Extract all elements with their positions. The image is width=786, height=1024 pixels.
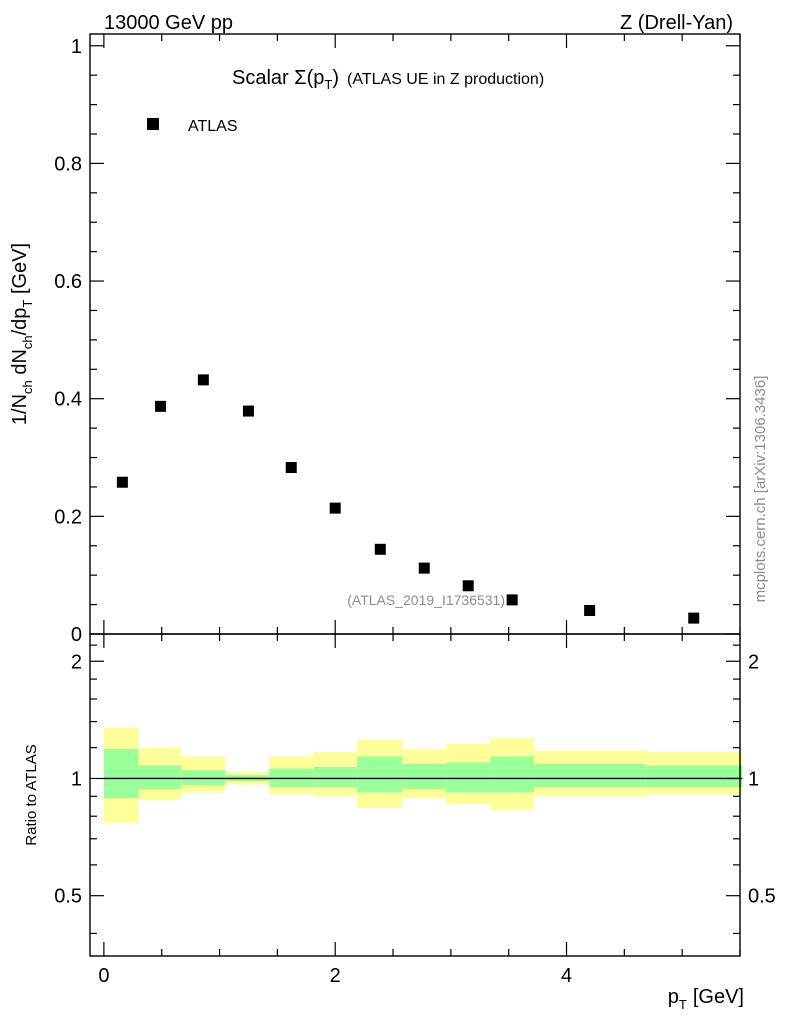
x-tick-label: 4 (561, 965, 572, 987)
ratio-panel: 0.5 0.5 1 1 2 2 0 2 4 Ratio to ATLAS (23, 633, 776, 987)
analysis-annotation: (ATLAS_2019_I1736531) (347, 592, 505, 608)
main-panel: 0 0.2 0.4 0.6 0.8 1 Scalar Σ(pT) (ATLAS UE in … (9, 33, 741, 646)
main-y-axis-label: 1/Nch dNch/dpT [GeV] (9, 243, 35, 425)
header-right: Z (Drell-Yan) (620, 12, 733, 34)
source-label: mcplots.cern.ch [arXiv:1306.3436] (752, 376, 769, 603)
ratio-axis-ticks: 0.5 0.5 1 1 2 2 0 2 4 (54, 634, 776, 987)
data-point (329, 502, 341, 514)
ratio-y-axis-label: Ratio to ATLAS (23, 744, 40, 845)
ratio-y-tick-label: 2 (71, 651, 82, 673)
main-axis-ticks: 0 0.2 0.4 0.6 0.8 1 (54, 34, 741, 646)
ratio-inner-band (103, 749, 139, 799)
ratio-frame (89, 633, 741, 957)
x-axis-label: pT [GeV] (668, 986, 744, 1012)
data-point (462, 580, 474, 592)
ratio-y-tick-label-right: 1 (748, 768, 759, 790)
legend-label: ATLAS (188, 118, 238, 135)
x-tick-label: 0 (98, 965, 109, 987)
ratio-inner-band (402, 763, 447, 789)
ratio-inner-band (138, 765, 182, 789)
main-y-tick-label: 0.2 (54, 506, 82, 528)
data-point (242, 405, 254, 417)
ratio-inner-band (313, 767, 358, 788)
ratio-uncertainty-bands (103, 727, 743, 823)
ratio-inner-band (446, 762, 491, 793)
header-left: 13000 GeV pp (104, 12, 233, 34)
ratio-y-tick-label: 0.5 (54, 886, 82, 908)
data-point (285, 462, 297, 474)
data-point (197, 374, 209, 386)
main-y-tick-label: 1 (71, 36, 82, 58)
ratio-y-tick-label: 1 (71, 768, 82, 790)
ratio-inner-band (534, 763, 646, 788)
data-point (418, 562, 430, 574)
data-point (584, 604, 596, 616)
ratio-y-tick-label-right: 0.5 (748, 886, 776, 908)
ratio-inner-band (357, 756, 403, 793)
ratio-inner-band (645, 765, 743, 788)
main-y-tick-label: 0.6 (54, 271, 82, 293)
main-y-tick-label: 0.8 (54, 153, 82, 175)
main-data-points (116, 374, 700, 624)
ratio-inner-band (490, 756, 535, 793)
data-point (116, 476, 128, 488)
data-point (688, 612, 700, 624)
main-y-tick-label: 0.4 (54, 389, 82, 411)
data-point (374, 543, 386, 555)
data-point (506, 594, 518, 606)
data-point (155, 400, 167, 412)
main-y-tick-label: 0 (71, 624, 82, 646)
x-tick-label: 2 (330, 965, 341, 987)
ratio-y-tick-label-right: 2 (748, 651, 759, 673)
legend-marker (147, 118, 159, 130)
chart-title: Scalar Σ(pT) (ATLAS UE in Z production) (232, 67, 544, 92)
